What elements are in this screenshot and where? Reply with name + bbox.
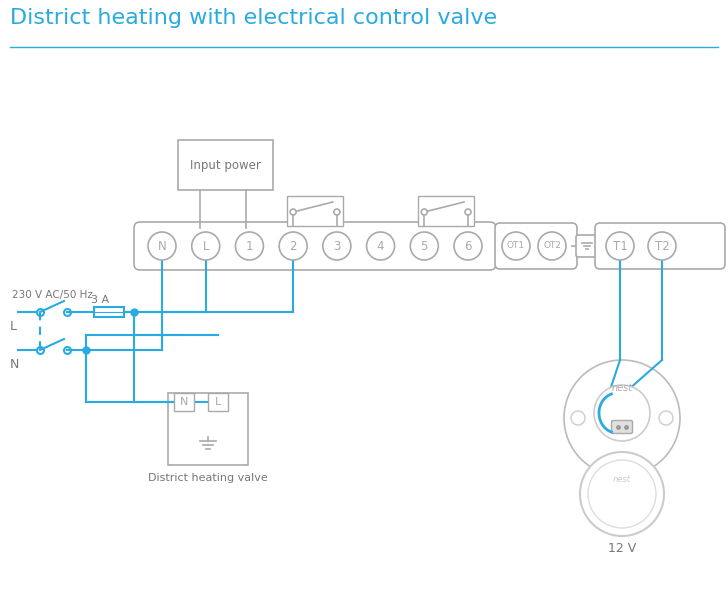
Circle shape: [502, 232, 530, 260]
Text: nest: nest: [612, 383, 633, 393]
FancyBboxPatch shape: [287, 196, 343, 226]
Circle shape: [454, 232, 482, 260]
Circle shape: [571, 411, 585, 425]
Text: 230 V AC/50 Hz: 230 V AC/50 Hz: [12, 290, 93, 300]
Circle shape: [648, 232, 676, 260]
Text: Input power: Input power: [190, 159, 261, 172]
Text: nest: nest: [613, 476, 631, 485]
FancyBboxPatch shape: [419, 196, 474, 226]
FancyBboxPatch shape: [595, 223, 725, 269]
Text: N: N: [10, 358, 20, 371]
Circle shape: [334, 209, 340, 215]
FancyBboxPatch shape: [178, 140, 273, 190]
Circle shape: [148, 232, 176, 260]
Circle shape: [323, 232, 351, 260]
Text: 4: 4: [377, 239, 384, 252]
Text: L: L: [202, 239, 209, 252]
Text: OT1: OT1: [507, 242, 525, 251]
Circle shape: [465, 209, 471, 215]
Text: District heating with electrical control valve: District heating with electrical control…: [10, 8, 497, 28]
Text: OT2: OT2: [543, 242, 561, 251]
Circle shape: [411, 232, 438, 260]
Text: L: L: [10, 320, 17, 333]
Circle shape: [564, 360, 680, 476]
FancyBboxPatch shape: [94, 307, 124, 317]
Text: District heating valve: District heating valve: [148, 473, 268, 483]
Text: 5: 5: [421, 239, 428, 252]
Text: N: N: [180, 397, 188, 407]
FancyBboxPatch shape: [495, 223, 577, 269]
FancyBboxPatch shape: [134, 222, 496, 270]
Text: 12 V: 12 V: [608, 542, 636, 555]
Text: L: L: [215, 397, 221, 407]
FancyBboxPatch shape: [208, 393, 228, 411]
Circle shape: [279, 232, 307, 260]
Text: 6: 6: [464, 239, 472, 252]
Text: 1: 1: [245, 239, 253, 252]
Circle shape: [191, 232, 220, 260]
FancyBboxPatch shape: [576, 235, 598, 257]
FancyBboxPatch shape: [612, 421, 633, 434]
Circle shape: [606, 232, 634, 260]
Circle shape: [538, 232, 566, 260]
Circle shape: [588, 460, 656, 528]
FancyBboxPatch shape: [168, 393, 248, 465]
Circle shape: [659, 411, 673, 425]
FancyBboxPatch shape: [174, 393, 194, 411]
Circle shape: [235, 232, 264, 260]
Text: 3: 3: [333, 239, 341, 252]
Text: T2: T2: [654, 239, 669, 252]
Circle shape: [580, 452, 664, 536]
Circle shape: [290, 209, 296, 215]
Text: N: N: [158, 239, 167, 252]
Text: 2: 2: [290, 239, 297, 252]
Circle shape: [367, 232, 395, 260]
Circle shape: [422, 209, 427, 215]
Circle shape: [594, 385, 650, 441]
Text: 3 A: 3 A: [91, 295, 109, 305]
Text: T1: T1: [613, 239, 628, 252]
